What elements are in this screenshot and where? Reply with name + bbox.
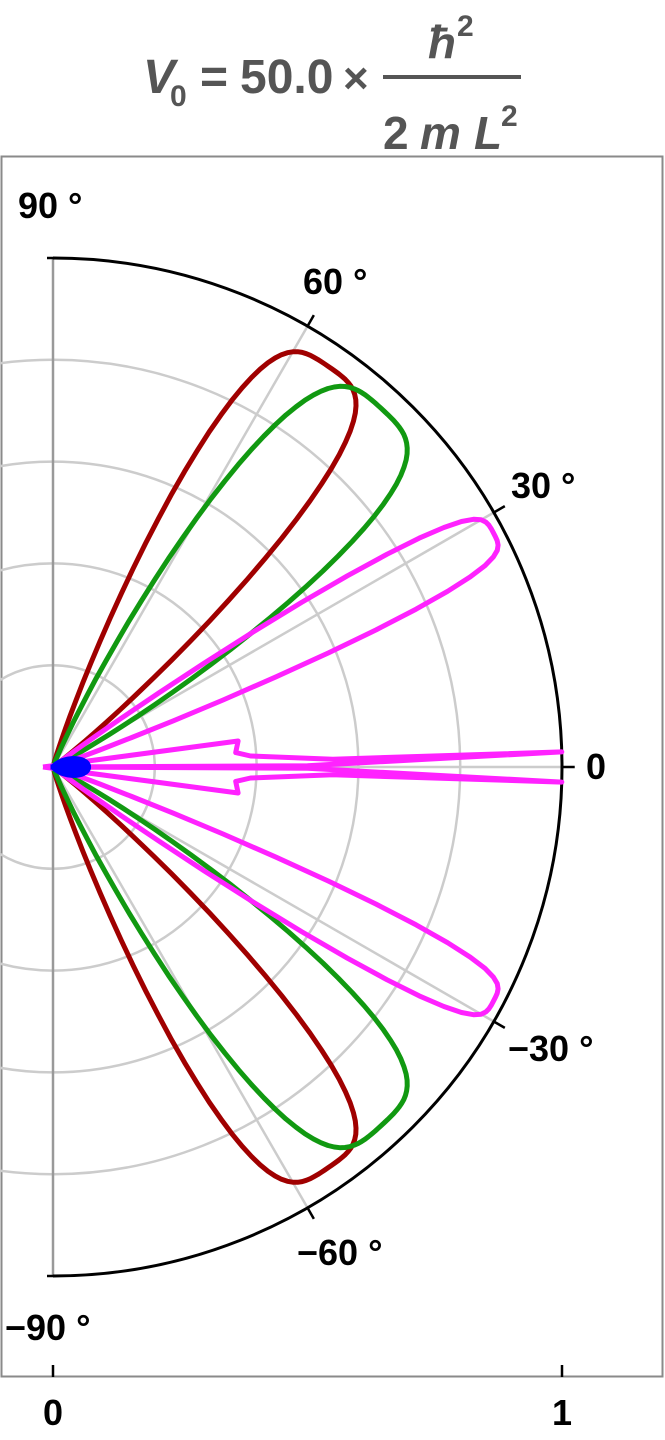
title-lhs-sub: 0 <box>170 80 187 113</box>
series-lobe <box>50 516 501 770</box>
title-denominator-sup: 2 <box>501 100 518 133</box>
series-lobe <box>50 349 359 770</box>
series-lobe <box>50 383 410 770</box>
radial-tick-label: 1 <box>552 1392 572 1433</box>
angle-tick-label: 0 <box>586 746 606 787</box>
title-numerator-symbol: ħ <box>428 16 456 68</box>
angle-tick-label: 30 ° <box>511 465 575 506</box>
title-times: × <box>343 54 369 103</box>
angle-tick-label: −60 ° <box>297 1232 382 1273</box>
series-lobe <box>50 764 501 1018</box>
angle-tick-label: 90 ° <box>18 185 82 226</box>
angle-tick-label: 60 ° <box>303 261 367 302</box>
title-equals: = <box>200 51 228 104</box>
angular-grid-spoke <box>51 325 309 768</box>
angle-tick <box>306 314 315 327</box>
angle-tick <box>493 1020 506 1029</box>
chart-title: V 0 = 50.0 × ħ 2 2 m L 2 <box>143 10 521 159</box>
angle-tick-label: −30 ° <box>508 1028 593 1069</box>
plot-frame <box>0 155 664 1378</box>
title-numerator-sup: 2 <box>457 10 474 43</box>
title-denominator-mass: m <box>420 107 461 159</box>
radial-tick-label: 0 <box>43 1392 63 1433</box>
title-coefficient: 50.0 <box>240 51 333 104</box>
title-denominator-length: L <box>474 107 502 159</box>
series-forward-spike <box>42 764 565 796</box>
series-lobe <box>50 764 410 1151</box>
tick-labels: 0 1 90 ° 60 ° 30 ° 0 −30 ° −60 ° −90 ° <box>5 185 606 1433</box>
title-lhs: V <box>143 51 179 104</box>
angle-tick-label: −90 ° <box>5 1307 90 1348</box>
angle-tick <box>493 505 506 514</box>
series-forward-spike <box>42 738 565 770</box>
series-blob <box>50 755 92 779</box>
angular-grid-spoke <box>51 766 309 1209</box>
series-lobe <box>50 764 359 1185</box>
series-layer <box>42 349 565 1185</box>
angle-tick <box>306 1207 315 1220</box>
title-denominator-coef: 2 <box>383 107 409 159</box>
